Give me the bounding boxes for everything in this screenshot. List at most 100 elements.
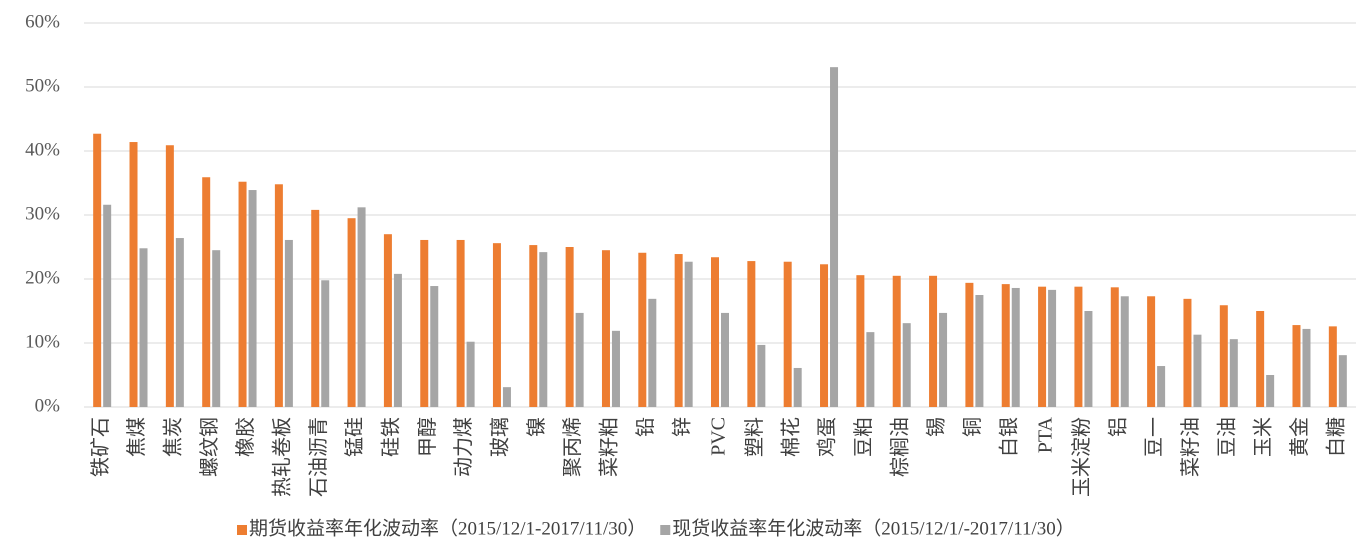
- bar: [1302, 328, 1311, 407]
- bar: [830, 67, 839, 407]
- bar: [139, 248, 148, 407]
- bar: [529, 245, 538, 407]
- bar: [1328, 326, 1337, 407]
- bar: [238, 181, 247, 407]
- x-tick-label: 塑料: [743, 417, 766, 457]
- x-tick-label: 锌: [670, 417, 693, 437]
- bar: [383, 234, 392, 407]
- bar: [311, 209, 320, 407]
- x-tick-label: 甲醇: [416, 417, 439, 457]
- y-tick-label: 20%: [25, 267, 60, 288]
- bar: [783, 261, 792, 407]
- bar: [565, 247, 574, 407]
- bar: [357, 207, 366, 407]
- y-tick-label: 40%: [25, 139, 60, 160]
- bar: [129, 142, 138, 408]
- x-tick-label: 铜: [961, 417, 984, 437]
- x-tick-label: 硅铁: [380, 417, 403, 457]
- bar: [1229, 339, 1238, 407]
- bar: [456, 239, 465, 407]
- bar: [601, 250, 610, 407]
- x-tick-label: 棉花: [779, 417, 802, 457]
- x-tick-label: 铁矿石: [89, 417, 112, 477]
- x-tick-label: 菜籽粕: [598, 417, 621, 477]
- x-tick-label: 石油沥青: [307, 417, 330, 497]
- bar: [929, 275, 938, 407]
- bar: [747, 261, 756, 407]
- bar: [939, 312, 948, 407]
- legend-swatch: [660, 525, 671, 535]
- bar: [1219, 305, 1228, 407]
- bar: [103, 204, 112, 407]
- x-tick-label: 焦炭: [161, 417, 184, 457]
- bar: [430, 286, 439, 407]
- x-tick-label: 菜籽油: [1179, 417, 1202, 477]
- bar: [1292, 325, 1301, 407]
- bar: [820, 264, 829, 407]
- bar: [93, 133, 102, 407]
- x-tick-label: PTA: [1035, 416, 1057, 453]
- x-tick-label: 铅: [634, 417, 657, 437]
- bar: [1120, 296, 1129, 407]
- bar: [321, 280, 330, 407]
- y-tick-label: 10%: [25, 331, 60, 352]
- y-tick-label: 0%: [35, 395, 61, 416]
- bar: [1338, 355, 1347, 407]
- bar: [965, 282, 974, 407]
- y-tick-label: 60%: [25, 11, 60, 32]
- x-tick-label: 白糖: [1324, 417, 1347, 457]
- bar: [347, 218, 356, 407]
- bar: [575, 312, 584, 407]
- bar: [866, 332, 875, 407]
- bar: [793, 367, 802, 407]
- bar: [1266, 375, 1275, 407]
- x-tick-label: 焦煤: [125, 417, 148, 457]
- bar: [1001, 284, 1010, 407]
- bar: [202, 177, 211, 407]
- bar: [611, 330, 620, 407]
- x-tick-label: PVC: [708, 417, 730, 456]
- bar: [757, 344, 766, 407]
- bar: [1157, 366, 1166, 407]
- bar: [492, 243, 501, 407]
- bar: [502, 387, 511, 407]
- x-tick-label: 镍: [525, 417, 548, 437]
- x-tick-label: 聚丙烯: [561, 417, 584, 477]
- bar: [284, 239, 293, 407]
- bar: [466, 341, 475, 407]
- x-tick-label: 白银: [997, 417, 1020, 457]
- bar: [856, 275, 865, 407]
- x-tick-label: 铝: [1106, 417, 1129, 437]
- bar: [539, 252, 548, 407]
- x-tick-label: 玉米淀粉: [1070, 417, 1093, 497]
- x-tick-label: 玻璃: [489, 417, 512, 457]
- x-tick-label: 豆一: [1144, 417, 1166, 457]
- bar: [902, 323, 911, 407]
- bar: [1084, 311, 1093, 407]
- x-tick-label: 橡胶: [234, 417, 257, 457]
- bar: [1193, 334, 1202, 407]
- bar: [648, 298, 657, 407]
- x-tick-label: 豆油: [1215, 417, 1238, 457]
- bar: [212, 250, 221, 407]
- x-tick-label: 动力煤: [452, 417, 475, 477]
- bar: [1256, 311, 1265, 407]
- x-tick-label: 锰硅: [343, 417, 366, 457]
- bar: [721, 312, 729, 407]
- bar: [1183, 298, 1192, 407]
- x-tick-label: 黄金: [1288, 417, 1311, 457]
- bar: [638, 252, 647, 407]
- x-tick-label: 豆粕: [852, 417, 875, 457]
- bar: [393, 273, 402, 407]
- bar: [1038, 286, 1047, 407]
- bar: [684, 261, 693, 407]
- legend-swatch: [237, 525, 247, 535]
- x-tick-label: 棕榈油: [888, 417, 911, 477]
- legend-label: 现货收益率年化波动率（2015/12/1/-2017/11/30）: [672, 517, 1075, 539]
- bar: [274, 184, 283, 407]
- bar: [420, 239, 429, 407]
- bar: [674, 254, 683, 407]
- bar: [175, 238, 184, 407]
